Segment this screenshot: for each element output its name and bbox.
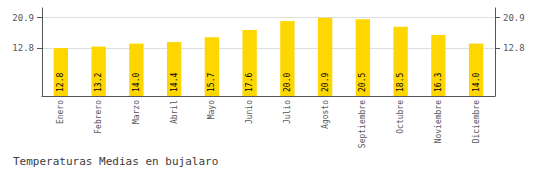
svg-text:Febrero: Febrero: [94, 100, 103, 134]
svg-text:Septiembre: Septiembre: [358, 100, 367, 148]
svg-text:12.8: 12.8: [503, 43, 525, 53]
svg-text:14.0: 14.0: [132, 73, 141, 92]
svg-text:Noviembre: Noviembre: [434, 100, 443, 144]
svg-text:20.0: 20.0: [283, 73, 292, 92]
svg-text:Octubre: Octubre: [396, 100, 405, 134]
svg-text:20.9: 20.9: [12, 13, 34, 23]
svg-text:12.8: 12.8: [56, 73, 65, 92]
svg-text:16.3: 16.3: [434, 73, 443, 92]
svg-text:Temperaturas Medias en bujalar: Temperaturas Medias en bujalaro: [13, 155, 218, 168]
svg-text:Enero: Enero: [56, 100, 65, 124]
svg-text:14.4: 14.4: [170, 73, 179, 92]
svg-text:14.0: 14.0: [472, 73, 481, 92]
svg-text:17.6: 17.6: [245, 73, 254, 92]
svg-text:Julio: Julio: [283, 100, 292, 124]
svg-text:Junio: Junio: [245, 100, 254, 124]
svg-text:20.5: 20.5: [358, 73, 367, 92]
svg-text:Diciembre: Diciembre: [472, 100, 481, 144]
svg-text:Abril: Abril: [170, 100, 179, 124]
svg-text:20.9: 20.9: [503, 13, 525, 23]
svg-text:20.9: 20.9: [321, 73, 330, 92]
svg-text:Agosto: Agosto: [321, 100, 330, 129]
svg-text:13.2: 13.2: [94, 73, 103, 92]
svg-text:15.7: 15.7: [207, 73, 216, 92]
svg-text:Marzo: Marzo: [132, 100, 141, 124]
svg-text:18.5: 18.5: [396, 73, 405, 92]
svg-text:Mayo: Mayo: [207, 100, 216, 119]
svg-text:12.8: 12.8: [12, 43, 34, 53]
